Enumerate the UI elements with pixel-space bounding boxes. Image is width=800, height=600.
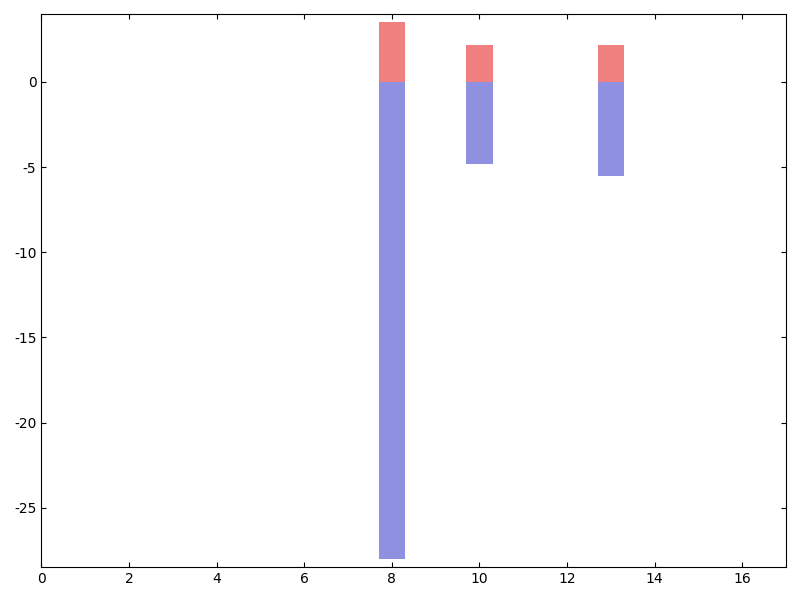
Bar <box>466 82 493 164</box>
Bar <box>598 82 624 176</box>
Bar <box>598 44 624 82</box>
Bar <box>378 82 405 559</box>
Bar <box>466 44 493 82</box>
Bar <box>378 22 405 82</box>
